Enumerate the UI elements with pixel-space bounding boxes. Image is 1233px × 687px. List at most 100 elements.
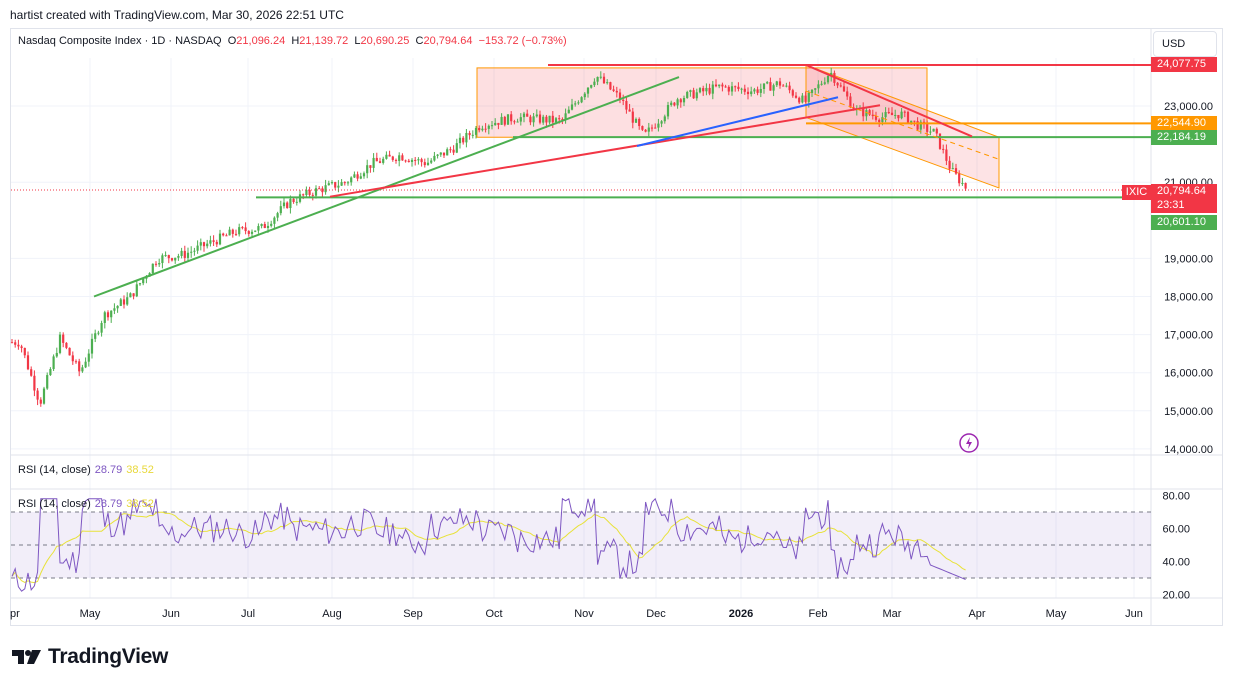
currency-button[interactable]: USD [1153,31,1217,57]
candle-down [170,258,174,261]
candle-up [100,322,103,333]
candle-up [666,105,670,117]
tradingview-logo-icon [12,650,41,664]
candle-down [23,347,26,356]
price-tag: 20,794.64 [1151,184,1217,199]
candle-down [644,129,647,132]
candle-up [273,217,276,224]
candle-down [545,116,548,123]
candle-down [334,182,337,188]
candle-down [878,119,881,123]
candle-up [350,177,353,183]
rsi-tick-label: 80.00 [1162,491,1190,503]
candle-up [500,116,503,125]
candle-up [682,97,686,103]
candle-up [177,255,180,258]
candle-down [679,99,682,103]
candle-up [266,225,270,228]
candle-up [785,85,788,87]
candle-down [513,121,516,123]
candle-down [874,116,878,120]
candle-down [318,188,321,190]
candle-up [196,245,199,251]
candle-up [522,113,526,118]
candle-up [110,310,113,318]
candle-up [257,226,260,231]
candle-up [372,157,375,168]
change-value: −153.72 (−0.73%) [478,35,567,47]
rsi-line [11,497,966,592]
candle-up [193,250,196,252]
candle-up [330,182,334,184]
candle-up [593,81,596,86]
candle-up [190,251,193,253]
time-tick-label: pr [10,608,20,620]
candle-up [324,185,327,193]
candle-up [548,115,551,123]
candle-down [721,84,724,87]
candle-down [602,76,606,84]
candle-down [74,361,78,363]
lightning-icon[interactable] [958,432,980,459]
price-tick-label: 17,000.00 [1164,330,1213,342]
candle-down [394,159,398,161]
price-tag: 22,544.90 [1151,115,1217,131]
candle-up [775,81,778,86]
candle-down [871,114,874,117]
candle-down [462,137,465,143]
candle-down [154,263,158,265]
candle-down [609,82,612,90]
candle-up [260,224,263,227]
candle-down [302,194,305,196]
candle-down [948,160,951,169]
candle-up [180,250,183,256]
rsi-tick-label: 20.00 [1162,590,1190,602]
candle-up [535,114,538,117]
candle-down [638,118,641,127]
candle-up [820,83,823,85]
trendline-blue [636,96,839,147]
candle-up [471,134,474,136]
candle-down [497,122,500,125]
candle-down [414,159,417,161]
candle-up [276,213,279,218]
candle-up [718,84,721,87]
candle-down [132,293,135,297]
candle-up [433,155,436,161]
candle-up [398,155,401,161]
candle-down [388,154,391,157]
candle-up [97,332,100,334]
candle-up [52,356,55,370]
candle-down [183,250,186,258]
candle-up [532,116,535,123]
candle-up [660,121,663,124]
candle-down [375,157,378,162]
candle-up [772,85,775,91]
candle-up [634,118,638,123]
rsi-layer: 80.00 60.00 40.00 20.00 [11,491,1190,602]
high-value: 21,139.72 [299,35,349,47]
candle-up [238,227,241,235]
price-tick-label: 23,000.00 [1164,101,1213,113]
candle-up [94,333,97,339]
time-tick-label: Sep [403,608,423,620]
candle-down [452,149,455,153]
candle-down [321,188,324,193]
candle-down [222,233,225,236]
candle-up [689,90,692,92]
trendline-red [329,104,881,198]
candle-down [631,111,634,123]
candle-up [161,255,164,264]
candle-down [628,109,631,112]
time-tick-label: Nov [574,608,594,620]
candle-up [417,159,420,161]
candle-down [420,159,423,163]
candle-up [730,86,734,92]
candle-down [794,95,798,98]
channel-top-line [805,64,973,138]
candle-up [750,91,753,95]
candle-up [158,263,161,265]
candle-down [404,160,407,162]
candle-down [887,112,890,114]
